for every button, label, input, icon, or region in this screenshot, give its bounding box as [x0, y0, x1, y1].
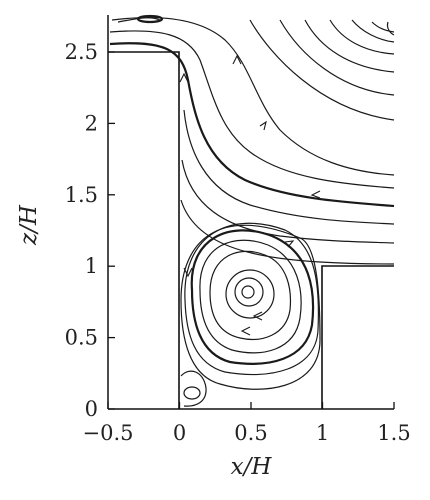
x-tick-label: −0.5 [83, 421, 134, 445]
cavity-vortex [180, 222, 321, 407]
x-axis-label: x/H [231, 454, 273, 480]
y-ticks: 0 0.5 1 1.5 2 2.5 [65, 40, 115, 421]
upper-streamlines [109, 14, 395, 265]
y-axis-label: z/H [16, 204, 42, 246]
y-tick-label: 1 [85, 254, 98, 278]
y-tick-label: 2 [85, 111, 98, 135]
x-ticks: −0.5 0 0.5 1 1.5 [83, 402, 411, 445]
x-tick-label: 1.5 [377, 421, 410, 445]
x-tick-label: 1 [316, 421, 329, 445]
y-tick-label: 1.5 [65, 183, 98, 207]
x-tick-label: 0 [173, 421, 186, 445]
x-tick-label: 0.5 [234, 421, 267, 445]
y-tick-label: 0 [85, 397, 98, 421]
y-tick-label: 0.5 [65, 326, 98, 350]
downstream-block-outline [321, 265, 394, 409]
upstream-block-outline [108, 51, 180, 409]
plot-frame [107, 15, 394, 410]
y-tick-label: 2.5 [65, 40, 98, 64]
